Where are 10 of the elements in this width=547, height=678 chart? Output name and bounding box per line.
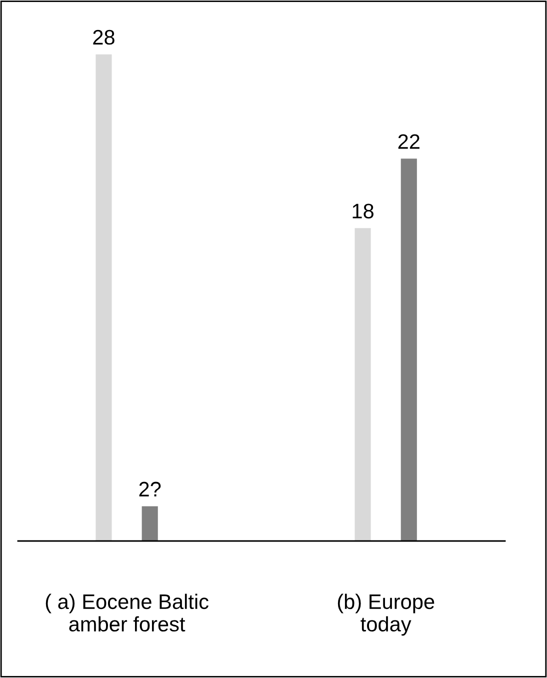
data-label: 28 (93, 30, 114, 45)
bar (354, 228, 371, 541)
x-tick-label: ( a) Eocene Baltic amber forest (46, 594, 208, 632)
data-label: 18 (352, 204, 374, 218)
data-label: 22 (398, 134, 420, 149)
bar (400, 158, 417, 541)
data-label: 2? (139, 482, 161, 496)
bar (96, 54, 112, 541)
bar (142, 506, 158, 541)
x-tick-label: (b) Europe today (338, 594, 434, 636)
